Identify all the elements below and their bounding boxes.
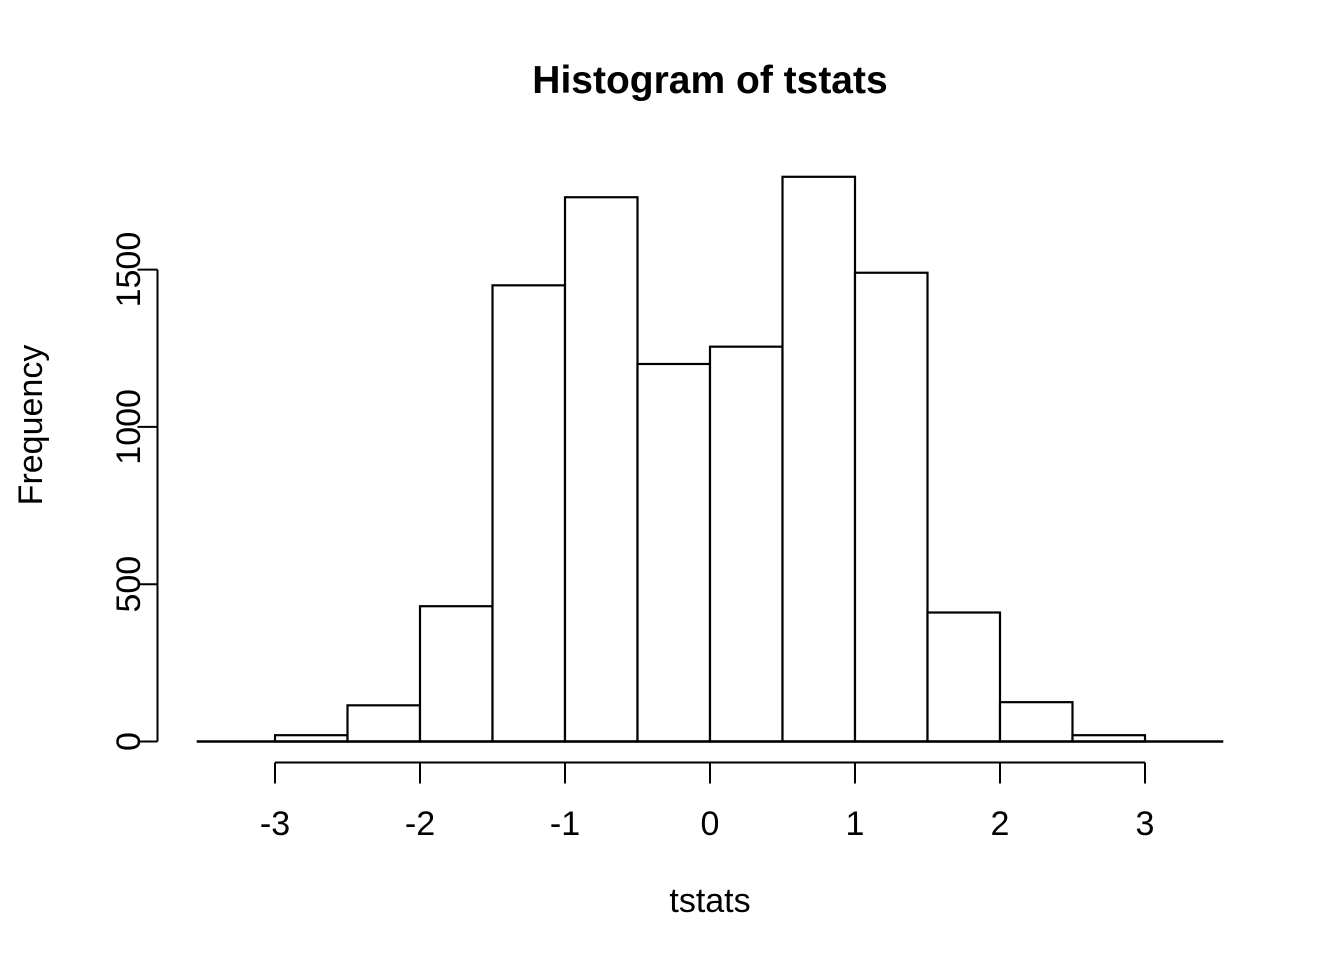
y-tick-label: 1500 bbox=[110, 232, 148, 308]
x-axis-label: tstats bbox=[669, 882, 750, 920]
bars-group bbox=[273, 175, 1147, 743]
histogram-bar bbox=[418, 605, 494, 743]
x-tick-label: -3 bbox=[260, 805, 290, 843]
x-tick-label: 1 bbox=[846, 805, 865, 843]
histogram-bar bbox=[853, 271, 929, 743]
histogram-bar bbox=[346, 704, 422, 743]
histogram-bar bbox=[926, 611, 1002, 743]
histogram-bar bbox=[708, 345, 784, 743]
histogram-bar bbox=[636, 362, 712, 743]
x-tick-label: -2 bbox=[405, 805, 435, 843]
tick-labels-group: 0 500 1000 1500 -3 -2 -1 0 1 2 3 bbox=[110, 232, 1154, 843]
x-tick-label: 0 bbox=[701, 805, 720, 843]
x-tick-label: 3 bbox=[1136, 805, 1155, 843]
y-tick-label: 500 bbox=[110, 556, 148, 613]
histogram-bar bbox=[491, 284, 567, 743]
histogram-bar bbox=[781, 175, 857, 743]
chart-title: Histogram of tstats bbox=[532, 59, 887, 102]
histogram-bar bbox=[563, 196, 639, 743]
y-tick-label: 0 bbox=[110, 732, 148, 751]
x-tick-label: -1 bbox=[550, 805, 580, 843]
histogram-bar bbox=[998, 701, 1074, 743]
axes-group bbox=[137, 268, 1224, 784]
y-axis-label: Frequency bbox=[12, 345, 50, 506]
y-tick-label: 1000 bbox=[110, 389, 148, 465]
x-tick-label: 2 bbox=[991, 805, 1010, 843]
